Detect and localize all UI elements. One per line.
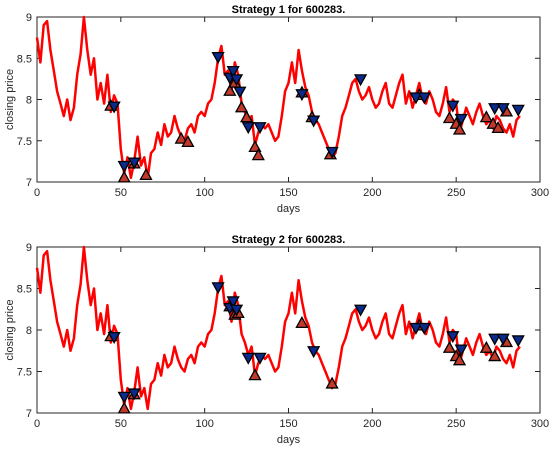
sell-marker bbox=[417, 92, 431, 105]
axis-ticks: 0 50 100 150 200 250 300 7 7.5 8 8.5 9 bbox=[17, 12, 549, 199]
y-tick-label: 9 bbox=[26, 242, 32, 254]
sell-marker bbox=[409, 92, 423, 105]
y-axis-label: closing price bbox=[4, 69, 16, 130]
sell-marker bbox=[107, 331, 121, 344]
y-tick-label: 8.5 bbox=[17, 53, 32, 65]
buy-marker bbox=[251, 148, 265, 161]
buy-marker bbox=[117, 401, 131, 414]
buy-marker bbox=[452, 353, 467, 366]
sell-marker bbox=[496, 333, 510, 346]
sell-marker bbox=[211, 51, 225, 64]
x-tick-label: 300 bbox=[531, 418, 549, 430]
sell-marker bbox=[307, 346, 321, 359]
x-axis-label: days bbox=[277, 434, 301, 446]
y-tick-label: 7.5 bbox=[17, 367, 32, 379]
buy-marker bbox=[442, 111, 457, 124]
sell-marker bbox=[446, 100, 460, 113]
buy-marker bbox=[325, 376, 339, 389]
x-tick-label: 150 bbox=[279, 187, 297, 199]
sell-marker bbox=[226, 65, 240, 78]
y-tick-label: 8 bbox=[26, 95, 32, 107]
buy-marker bbox=[223, 83, 237, 96]
sell-marker bbox=[226, 296, 240, 309]
sell-marker bbox=[127, 157, 141, 170]
sell-marker bbox=[241, 122, 255, 135]
sell-marker bbox=[253, 122, 267, 135]
sell-marker bbox=[117, 160, 131, 173]
chart-title: Strategy 1 for 600283. bbox=[232, 4, 346, 16]
buy-marker bbox=[174, 131, 188, 144]
plot-content bbox=[35, 245, 525, 414]
y-tick-label: 7 bbox=[26, 177, 32, 189]
chart-strategy-1: Strategy 1 for 600283. days closing pric… bbox=[4, 4, 549, 215]
sell-marker bbox=[511, 104, 525, 117]
buy-marker bbox=[452, 122, 467, 135]
buy-marker bbox=[442, 340, 457, 353]
buy-marker bbox=[488, 349, 502, 362]
x-tick-label: 0 bbox=[34, 418, 40, 430]
buy-marker bbox=[491, 121, 505, 134]
chart-title: Strategy 2 for 600283. bbox=[232, 234, 346, 246]
x-tick-label: 200 bbox=[363, 418, 381, 430]
x-tick-label: 250 bbox=[447, 187, 465, 199]
sell-marker bbox=[117, 391, 131, 404]
sell-marker bbox=[353, 74, 368, 87]
sell-marker bbox=[127, 388, 141, 401]
sell-marker bbox=[307, 115, 321, 128]
x-tick-label: 100 bbox=[195, 418, 213, 430]
sell-marker bbox=[353, 304, 368, 317]
sell-marker bbox=[454, 344, 468, 357]
sell-marker bbox=[211, 282, 225, 295]
plot-content bbox=[35, 15, 525, 183]
sell-marker bbox=[253, 352, 267, 365]
sell-marker bbox=[454, 113, 468, 126]
y-tick-label: 9 bbox=[26, 12, 32, 24]
sell-marker bbox=[233, 86, 247, 99]
buy-marker bbox=[479, 340, 493, 353]
buy-marker bbox=[181, 135, 195, 148]
buy-marker bbox=[248, 140, 262, 153]
chart-strategy-2: Strategy 2 for 600283. days closing pric… bbox=[4, 234, 549, 446]
sell-marker bbox=[488, 103, 502, 116]
buy-marker bbox=[479, 110, 493, 123]
sell-marker bbox=[417, 322, 431, 335]
y-tick-label: 8.5 bbox=[17, 284, 32, 296]
sell-marker bbox=[488, 333, 502, 346]
x-tick-label: 50 bbox=[115, 418, 127, 430]
x-tick-label: 100 bbox=[195, 187, 213, 199]
sell-marker bbox=[107, 101, 121, 114]
axis-ticks: 0 50 100 150 200 250 300 7 7.5 8 8.5 9 bbox=[17, 242, 549, 430]
buy-marker bbox=[248, 368, 262, 381]
buy-marker bbox=[239, 110, 254, 123]
buy-marker bbox=[117, 170, 131, 183]
y-tick-label: 7.5 bbox=[17, 136, 32, 148]
sell-marker bbox=[241, 352, 255, 365]
sell-marker bbox=[325, 146, 339, 159]
y-tick-label: 8 bbox=[26, 325, 32, 337]
sell-marker bbox=[229, 74, 244, 87]
x-axis-label: days bbox=[277, 203, 301, 215]
x-tick-label: 0 bbox=[34, 187, 40, 199]
buy-marker bbox=[139, 168, 153, 181]
sell-marker bbox=[295, 89, 309, 102]
buy-marker bbox=[234, 100, 249, 113]
x-tick-label: 150 bbox=[279, 418, 297, 430]
sell-marker bbox=[446, 331, 460, 344]
x-tick-label: 50 bbox=[115, 187, 127, 199]
sell-marker bbox=[511, 335, 525, 348]
sell-marker bbox=[409, 322, 423, 335]
x-tick-label: 300 bbox=[531, 187, 549, 199]
sell-marker bbox=[496, 103, 510, 116]
x-tick-label: 250 bbox=[447, 418, 465, 430]
buy-marker bbox=[295, 316, 309, 329]
y-axis-label: closing price bbox=[4, 299, 16, 360]
sell-marker bbox=[229, 304, 244, 317]
x-tick-label: 200 bbox=[363, 187, 381, 199]
y-tick-label: 7 bbox=[26, 408, 32, 420]
